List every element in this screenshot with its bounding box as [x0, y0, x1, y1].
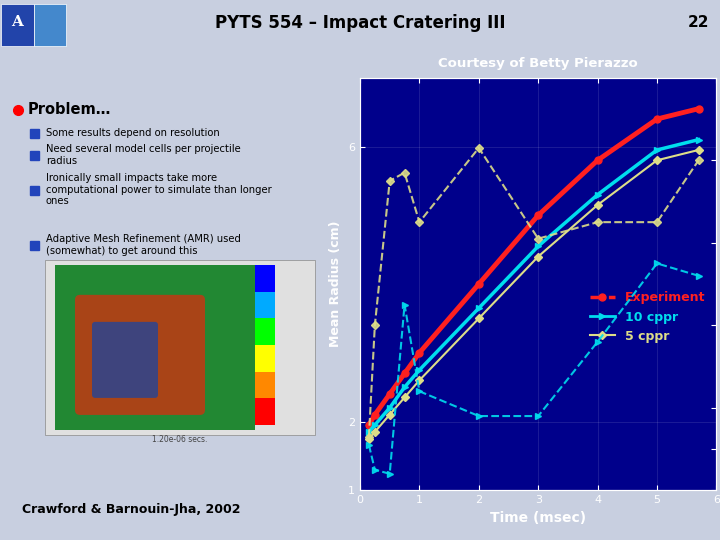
FancyBboxPatch shape — [255, 318, 275, 345]
FancyBboxPatch shape — [30, 241, 39, 250]
Text: Some results depend on resolution: Some results depend on resolution — [46, 128, 220, 138]
Text: Problem…: Problem… — [28, 102, 112, 117]
FancyBboxPatch shape — [255, 398, 275, 425]
Text: 22: 22 — [688, 15, 709, 30]
FancyBboxPatch shape — [45, 260, 315, 435]
Legend: Experiment, 10 cppr, 5 cppr: Experiment, 10 cppr, 5 cppr — [585, 286, 710, 348]
Text: PYTS 554 – Impact Cratering III: PYTS 554 – Impact Cratering III — [215, 14, 505, 32]
Text: 1.20e-06 secs.: 1.20e-06 secs. — [153, 435, 207, 444]
FancyBboxPatch shape — [255, 265, 275, 425]
FancyBboxPatch shape — [75, 295, 205, 415]
X-axis label: Time (msec): Time (msec) — [490, 511, 586, 525]
Text: Courtesy of Betty Pierazzo: Courtesy of Betty Pierazzo — [438, 57, 638, 70]
FancyBboxPatch shape — [30, 129, 39, 138]
FancyBboxPatch shape — [255, 345, 275, 372]
FancyBboxPatch shape — [30, 151, 39, 160]
FancyBboxPatch shape — [30, 186, 39, 195]
FancyBboxPatch shape — [255, 372, 275, 398]
Text: Crawford & Barnouin-Jha, 2002: Crawford & Barnouin-Jha, 2002 — [22, 503, 240, 516]
FancyBboxPatch shape — [92, 322, 158, 398]
FancyBboxPatch shape — [34, 4, 66, 46]
FancyBboxPatch shape — [55, 265, 255, 430]
Text: Adaptive Mesh Refinement (AMR) used
(somewhat) to get around this: Adaptive Mesh Refinement (AMR) used (som… — [46, 234, 241, 255]
FancyBboxPatch shape — [1, 4, 34, 46]
FancyBboxPatch shape — [255, 292, 275, 318]
FancyBboxPatch shape — [255, 265, 275, 292]
Text: A: A — [12, 15, 23, 29]
Text: Need several model cells per projectile
radius: Need several model cells per projectile … — [46, 144, 240, 166]
Text: Ironically small impacts take more
computational power to simulate than longer
o: Ironically small impacts take more compu… — [46, 173, 271, 206]
Y-axis label: Mean Radius (cm): Mean Radius (cm) — [330, 221, 343, 347]
